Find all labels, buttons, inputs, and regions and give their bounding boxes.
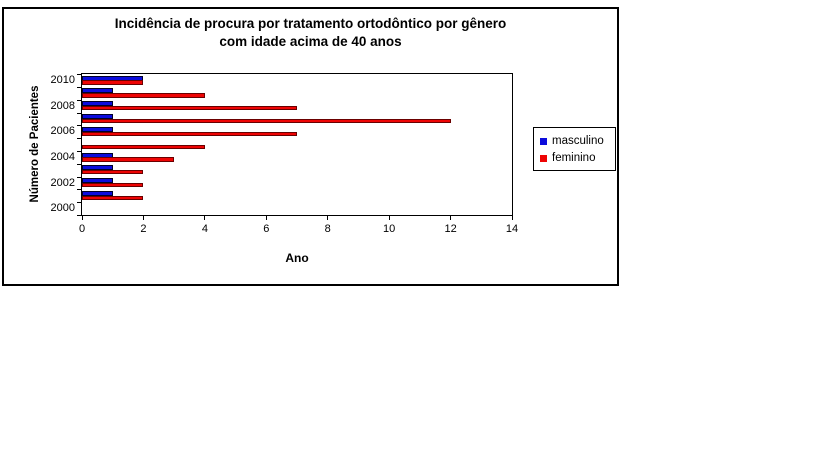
x-tick-label: 0 xyxy=(78,223,86,235)
y-tick xyxy=(77,99,81,101)
bar-feminino-2008 xyxy=(82,106,297,111)
bar-masculino-2008 xyxy=(82,101,113,107)
bar-feminino-2010 xyxy=(82,80,144,85)
chart-frame[interactable]: Incidência de procura por tratamento ort… xyxy=(2,7,619,286)
legend-item-feminino: feminino xyxy=(540,150,615,167)
legend: masculino feminino xyxy=(533,127,616,171)
legend-item-masculino: masculino xyxy=(540,133,615,150)
plot-area xyxy=(81,73,513,216)
chart-title-line2: com idade acima de 40 anos xyxy=(219,34,402,49)
y-tick xyxy=(77,189,81,191)
legend-label-feminino: feminino xyxy=(552,152,596,164)
y-tick-label: 2008 xyxy=(50,99,75,112)
y-tick xyxy=(77,176,81,178)
chart-title-line1: Incidência de procura por tratamento ort… xyxy=(114,16,507,31)
y-tick xyxy=(77,112,81,114)
x-tick xyxy=(450,216,452,220)
bar-feminino-2007 xyxy=(82,118,451,124)
x-tick-label: 10 xyxy=(382,223,396,235)
y-tick-label: 2006 xyxy=(50,125,75,138)
bar-masculino-2007 xyxy=(82,114,113,120)
bar-masculino-2010 xyxy=(82,75,144,81)
y-tick xyxy=(77,86,81,88)
bar-feminino-2009 xyxy=(82,93,205,98)
bar-masculino-2006 xyxy=(82,126,113,132)
bar-masculino-2002 xyxy=(82,178,113,184)
x-tick-label: 4 xyxy=(201,223,208,235)
y-axis-title: Número de Pacientes xyxy=(29,85,41,203)
y-tick-label: 2010 xyxy=(50,73,75,86)
bar-feminino-2001 xyxy=(82,195,144,201)
y-tick xyxy=(77,74,81,75)
x-axis-title: Ano xyxy=(285,251,309,265)
y-tick xyxy=(77,215,81,216)
legend-swatch-masculino-icon xyxy=(540,138,547,145)
bar-masculino-2009 xyxy=(82,88,113,94)
y-tick xyxy=(77,163,81,165)
x-tick-label: 2 xyxy=(140,223,147,235)
legend-swatch-feminino-icon xyxy=(540,155,547,162)
x-tick xyxy=(142,216,144,220)
y-tick-label: 2004 xyxy=(50,150,75,163)
y-tick xyxy=(77,202,81,204)
legend-label-masculino: masculino xyxy=(552,135,604,147)
bar-feminino-2003 xyxy=(82,170,144,175)
x-tick xyxy=(204,216,206,220)
y-tick xyxy=(77,125,81,127)
y-tick-label: 2002 xyxy=(50,176,75,189)
x-tick xyxy=(265,216,267,220)
x-tick-label: 14 xyxy=(505,223,519,235)
bar-feminino-2002 xyxy=(82,182,144,188)
y-tick-label: 2000 xyxy=(50,202,75,215)
x-tick xyxy=(388,216,390,220)
x-tick-label: 6 xyxy=(263,223,270,235)
bar-masculino-2004 xyxy=(82,152,113,158)
x-tick xyxy=(511,216,513,220)
bar-masculino-2003 xyxy=(82,165,113,171)
x-tick xyxy=(327,216,329,220)
x-tick xyxy=(81,216,83,220)
y-tick xyxy=(77,150,81,152)
bar-masculino-2001 xyxy=(82,191,113,196)
bar-feminino-2004 xyxy=(82,157,175,162)
bar-feminino-2005 xyxy=(82,144,205,149)
y-tick xyxy=(77,138,81,140)
bar-feminino-2006 xyxy=(82,131,297,137)
x-tick-label: 8 xyxy=(324,223,331,235)
x-tick-label: 12 xyxy=(444,223,457,235)
